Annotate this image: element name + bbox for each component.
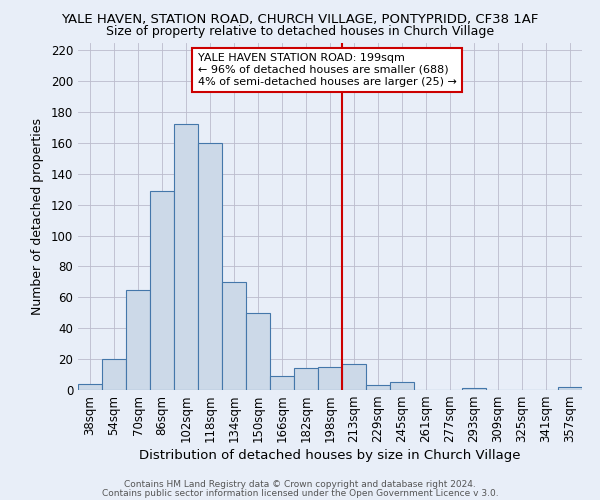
Bar bbox=[126, 290, 150, 390]
Bar bbox=[174, 124, 198, 390]
Bar bbox=[270, 376, 294, 390]
Bar bbox=[198, 143, 222, 390]
Text: YALE HAVEN STATION ROAD: 199sqm
← 96% of detached houses are smaller (688)
4% of: YALE HAVEN STATION ROAD: 199sqm ← 96% of… bbox=[198, 54, 457, 86]
X-axis label: Distribution of detached houses by size in Church Village: Distribution of detached houses by size … bbox=[139, 450, 521, 462]
Bar bbox=[102, 359, 126, 390]
Bar bbox=[222, 282, 246, 390]
Bar bbox=[150, 191, 174, 390]
Bar bbox=[390, 382, 414, 390]
Bar bbox=[78, 384, 102, 390]
Bar bbox=[462, 388, 486, 390]
Text: Contains HM Land Registry data © Crown copyright and database right 2024.: Contains HM Land Registry data © Crown c… bbox=[124, 480, 476, 489]
Bar bbox=[366, 386, 390, 390]
Bar bbox=[294, 368, 318, 390]
Text: Size of property relative to detached houses in Church Village: Size of property relative to detached ho… bbox=[106, 25, 494, 38]
Bar bbox=[342, 364, 366, 390]
Bar bbox=[246, 313, 270, 390]
Bar bbox=[318, 367, 342, 390]
Bar bbox=[558, 387, 582, 390]
Text: Contains public sector information licensed under the Open Government Licence v : Contains public sector information licen… bbox=[101, 488, 499, 498]
Y-axis label: Number of detached properties: Number of detached properties bbox=[31, 118, 44, 315]
Text: YALE HAVEN, STATION ROAD, CHURCH VILLAGE, PONTYPRIDD, CF38 1AF: YALE HAVEN, STATION ROAD, CHURCH VILLAGE… bbox=[61, 12, 539, 26]
